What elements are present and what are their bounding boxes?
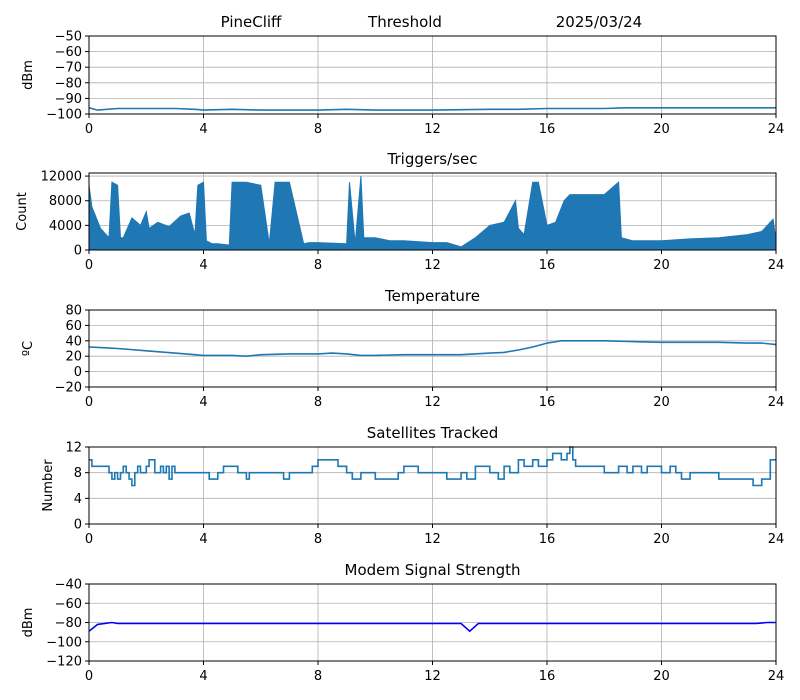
x-tick-label: 20 [653, 258, 670, 273]
y-tick-label: 0 [74, 365, 82, 380]
x-tick-label: 4 [199, 532, 207, 547]
x-tick-label: 12 [424, 258, 441, 273]
y-tick-label: 80 [65, 304, 82, 319]
y-tick-label: −50 [55, 30, 82, 45]
y-tick-label: −100 [46, 108, 82, 123]
y-tick-label: −60 [55, 45, 82, 60]
y-tick-label: −60 [55, 597, 82, 612]
x-tick-label: 4 [199, 258, 207, 273]
chart-title: Triggers/sec [387, 150, 478, 168]
y-tick-label: 60 [65, 319, 82, 334]
chart-title: Satellites Tracked [367, 424, 498, 442]
x-tick-label: 12 [424, 532, 441, 547]
x-tick-label: 12 [424, 669, 441, 684]
y-tick-label: −100 [46, 635, 82, 650]
x-tick-label: 20 [653, 669, 670, 684]
x-tick-label: 4 [199, 669, 207, 684]
y-tick-label: −80 [55, 616, 82, 631]
x-tick-label: 8 [314, 395, 322, 410]
x-tick-label: 12 [424, 395, 441, 410]
y-tick-label: 8000 [49, 194, 82, 209]
panel-4: 0 4 8 12 16 20 24 −120 −100 −80 −60 −40 Modem Signal… [21, 561, 784, 684]
x-tick-label: 0 [85, 395, 93, 410]
y-tick-label: −40 [55, 578, 82, 593]
x-tick-label: 0 [85, 258, 93, 273]
series-line [89, 446, 776, 487]
header-mode: Threshold [367, 13, 442, 31]
x-tick-label: 0 [85, 669, 93, 684]
series-area [88, 176, 777, 251]
x-tick-label: 16 [539, 669, 556, 684]
y-tick-label: 12000 [41, 170, 82, 185]
x-tick-label: 16 [539, 532, 556, 547]
panel-3: 0 4 8 12 16 20 24 0 4 8 12 Satellites Tracked Number [41, 424, 784, 547]
x-tick-label: 16 [539, 258, 556, 273]
chart-title: Temperature [384, 287, 480, 305]
x-tick-label: 24 [768, 669, 785, 684]
x-tick-label: 8 [314, 532, 322, 547]
series-line [88, 621, 776, 633]
y-axis-label: Number [41, 459, 56, 512]
x-tick-label: 20 [653, 532, 670, 547]
x-tick-label: 8 [314, 122, 322, 137]
x-tick-label: 8 [314, 669, 322, 684]
x-tick-label: 12 [424, 122, 441, 137]
y-tick-label: 4000 [49, 219, 82, 234]
x-tick-label: 0 [85, 122, 93, 137]
y-axis-label: dBm [21, 60, 36, 90]
series-line [88, 107, 776, 111]
y-axis-label: dBm [21, 608, 36, 638]
y-tick-label: −20 [55, 381, 82, 396]
y-tick-label: 4 [74, 492, 82, 507]
y-tick-label: 40 [65, 334, 82, 349]
y-tick-label: −90 [55, 92, 82, 107]
y-tick-label: 8 [74, 466, 82, 481]
y-tick-label: −120 [46, 655, 82, 670]
x-tick-label: 20 [653, 395, 670, 410]
series-line [88, 340, 777, 358]
x-tick-label: 24 [768, 258, 785, 273]
panel-1: 0 4 8 12 16 20 24 0 4000 8000 12000 Triggers/sec Cou… [15, 150, 784, 273]
x-tick-label: 24 [768, 122, 785, 137]
x-tick-label: 24 [768, 532, 785, 547]
panel-0: 0 4 8 12 16 20 24 −100−90−80−70−60−50 dBm [21, 30, 784, 138]
x-tick-label: 8 [314, 258, 322, 273]
x-tick-label: 4 [199, 122, 207, 137]
chart-title: Modem Signal Strength [345, 561, 521, 579]
x-tick-label: 16 [539, 395, 556, 410]
x-tick-label: 16 [539, 122, 556, 137]
x-tick-label: 4 [199, 395, 207, 410]
header-station: PineCliff [221, 13, 282, 31]
y-tick-label: 0 [74, 518, 82, 533]
y-tick-label: −80 [55, 76, 82, 91]
y-tick-label: 20 [65, 350, 82, 365]
x-tick-label: 20 [653, 122, 670, 137]
y-axis-label: ºC [21, 341, 36, 356]
y-tick-label: 0 [74, 244, 82, 259]
y-axis-label: Count [15, 192, 30, 231]
x-tick-label: 0 [85, 532, 93, 547]
x-tick-label: 24 [768, 395, 785, 410]
y-tick-label: −70 [55, 61, 82, 76]
y-tick-label: 12 [65, 441, 82, 456]
header-date: 2025/03/24 [556, 13, 642, 31]
